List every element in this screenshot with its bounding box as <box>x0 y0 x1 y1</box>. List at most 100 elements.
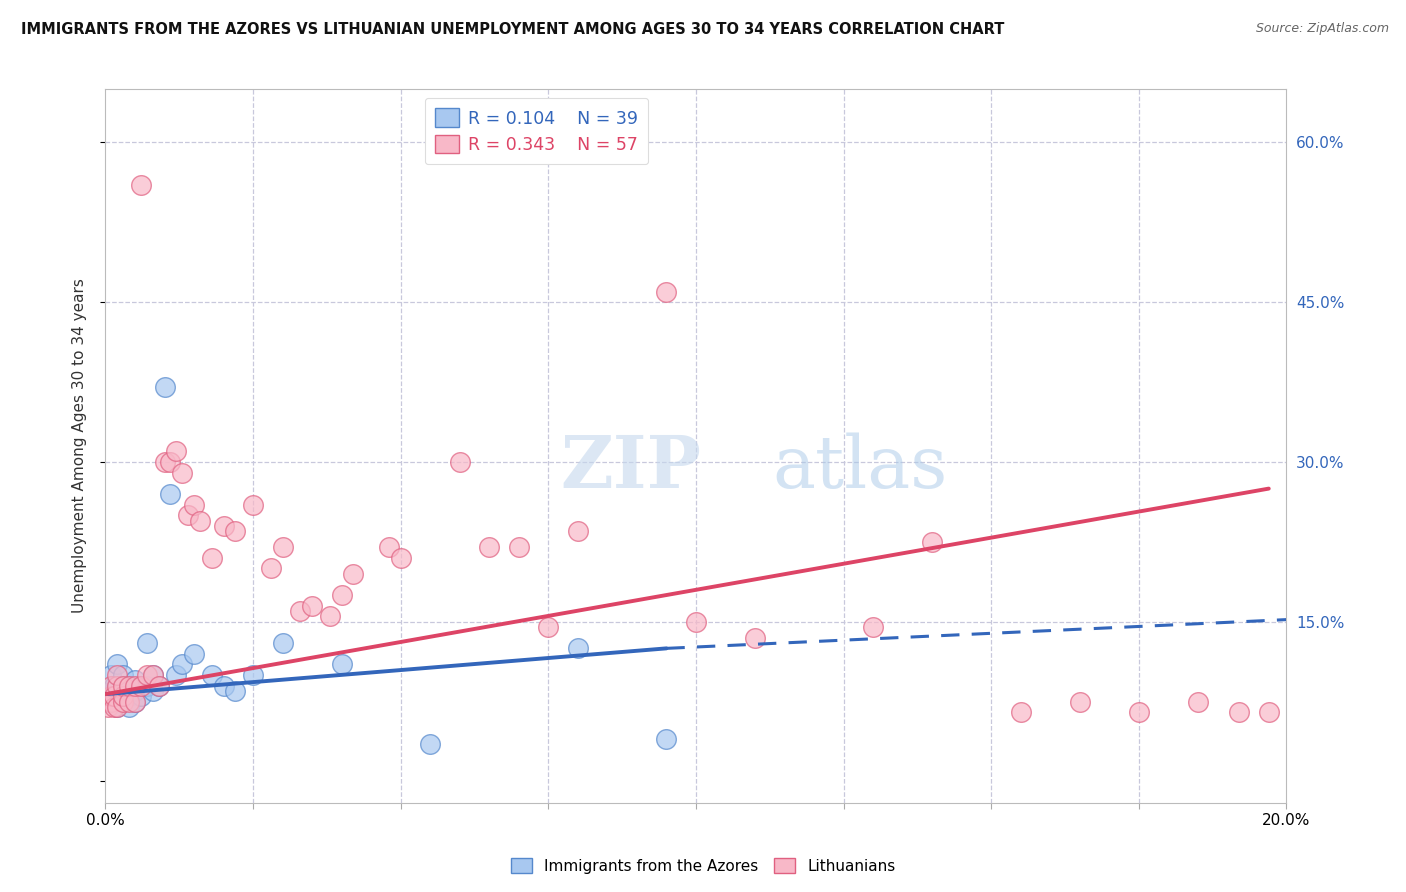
Point <box>183 498 205 512</box>
Point <box>100 679 122 693</box>
Point <box>103 684 125 698</box>
Point <box>201 550 224 565</box>
Text: ZIP: ZIP <box>560 432 702 503</box>
Point <box>224 684 246 698</box>
Point <box>124 695 146 709</box>
Point <box>135 679 157 693</box>
Point <box>242 498 264 512</box>
Point <box>165 668 187 682</box>
Point <box>1128 706 1150 720</box>
Point <box>449 455 471 469</box>
Point <box>100 668 122 682</box>
Point <box>124 695 146 709</box>
Point <box>862 620 884 634</box>
Text: atlas: atlas <box>773 432 948 503</box>
Point <box>921 534 943 549</box>
Point <box>124 673 146 688</box>
Point <box>172 657 194 672</box>
Point <box>744 631 766 645</box>
Point <box>172 466 194 480</box>
Point <box>112 695 135 709</box>
Point <box>537 620 560 634</box>
Point <box>478 540 501 554</box>
Point <box>201 668 224 682</box>
Point <box>105 700 128 714</box>
Point <box>112 679 135 693</box>
Point <box>224 524 246 539</box>
Point <box>118 700 141 714</box>
Point <box>103 690 125 704</box>
Point <box>100 690 122 704</box>
Point <box>290 604 312 618</box>
Point <box>212 679 235 693</box>
Point <box>129 690 152 704</box>
Point <box>1227 706 1250 720</box>
Point <box>330 588 353 602</box>
Point <box>242 668 264 682</box>
Point <box>103 700 125 714</box>
Point <box>378 540 401 554</box>
Point <box>419 737 441 751</box>
Point <box>1257 706 1279 720</box>
Text: IMMIGRANTS FROM THE AZORES VS LITHUANIAN UNEMPLOYMENT AMONG AGES 30 TO 34 YEARS : IMMIGRANTS FROM THE AZORES VS LITHUANIAN… <box>21 22 1004 37</box>
Point <box>100 690 122 704</box>
Point <box>153 455 176 469</box>
Point <box>148 679 170 693</box>
Point <box>124 684 146 698</box>
Point <box>105 679 128 693</box>
Point <box>1187 695 1209 709</box>
Point <box>655 285 678 299</box>
Point <box>118 695 141 709</box>
Point <box>655 731 678 746</box>
Point <box>112 690 135 704</box>
Point <box>1010 706 1032 720</box>
Point <box>142 684 165 698</box>
Point <box>342 566 364 581</box>
Point <box>105 668 128 682</box>
Point <box>271 540 294 554</box>
Point <box>319 609 342 624</box>
Point <box>142 668 165 682</box>
Point <box>159 487 181 501</box>
Point <box>1069 695 1091 709</box>
Point <box>129 679 152 693</box>
Point <box>118 679 141 693</box>
Point <box>112 679 135 693</box>
Point <box>188 514 211 528</box>
Point <box>135 668 157 682</box>
Point <box>148 679 170 693</box>
Legend: Immigrants from the Azores, Lithuanians: Immigrants from the Azores, Lithuanians <box>505 852 901 880</box>
Point <box>177 508 200 523</box>
Point <box>153 380 176 394</box>
Point <box>159 455 181 469</box>
Point <box>118 690 141 704</box>
Point <box>567 524 589 539</box>
Point <box>105 657 128 672</box>
Point <box>100 695 122 709</box>
Point <box>129 178 152 192</box>
Point <box>105 700 128 714</box>
Point <box>183 647 205 661</box>
Text: Source: ZipAtlas.com: Source: ZipAtlas.com <box>1256 22 1389 36</box>
Point <box>112 695 135 709</box>
Point <box>112 668 135 682</box>
Legend: R = 0.104    N = 39, R = 0.343    N = 57: R = 0.104 N = 39, R = 0.343 N = 57 <box>425 98 648 164</box>
Point <box>165 444 187 458</box>
Point <box>110 690 132 704</box>
Point <box>567 641 589 656</box>
Point <box>118 679 141 693</box>
Point <box>271 636 294 650</box>
Point <box>103 679 125 693</box>
Point <box>105 679 128 693</box>
Point <box>124 679 146 693</box>
Point <box>389 550 412 565</box>
Point <box>685 615 707 629</box>
Point <box>260 561 283 575</box>
Point <box>129 679 152 693</box>
Point <box>142 668 165 682</box>
Point <box>212 519 235 533</box>
Y-axis label: Unemployment Among Ages 30 to 34 years: Unemployment Among Ages 30 to 34 years <box>72 278 87 614</box>
Point <box>97 695 120 709</box>
Point <box>508 540 530 554</box>
Point <box>330 657 353 672</box>
